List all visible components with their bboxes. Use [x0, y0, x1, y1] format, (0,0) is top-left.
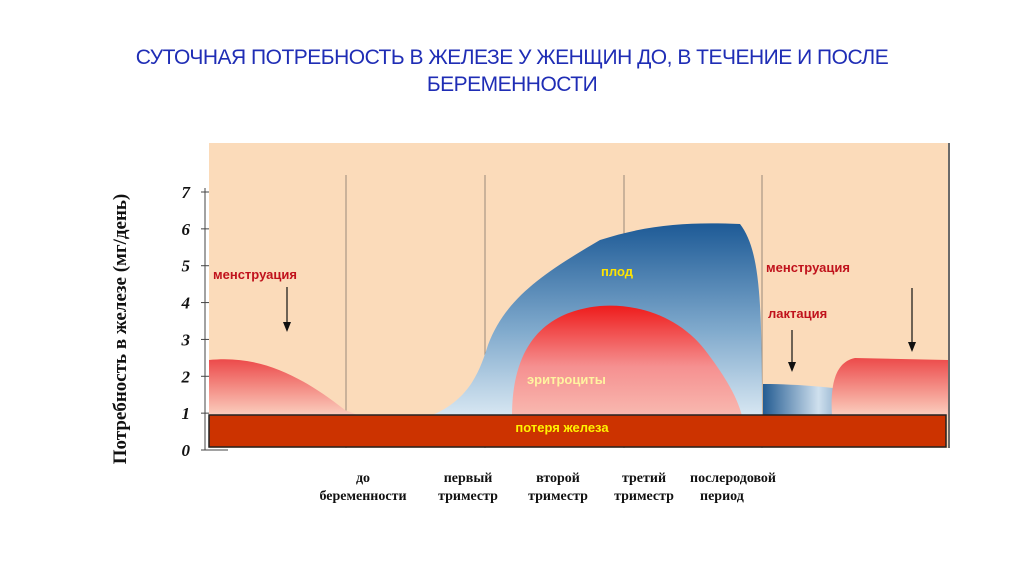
y-tick-label: 5 [182, 257, 191, 276]
y-axis: 0 1 2 3 4 5 6 7 [181, 183, 228, 460]
label-menstruation-after: менструация [766, 260, 850, 275]
y-tick-label: 4 [181, 294, 191, 313]
label-fetus: плод [601, 264, 634, 279]
band-iron-loss [208, 414, 947, 448]
y-tick-label: 1 [182, 404, 191, 423]
chart-title-line-1: СУТОЧНАЯ ПОТРЕБНОСТЬ В ЖЕЛЕЗЕ У ЖЕНЩИН Д… [135, 46, 889, 69]
x-category-line2: период [700, 489, 744, 504]
arrows [283, 287, 916, 372]
chart-title-line-2: БЕРЕМЕННОСТИ [426, 73, 598, 96]
chart-title: СУТОЧНАЯ ПОТРЕБНОСТЬ В ЖЕЛЕЗЕ У ЖЕНЩИН Д… [60, 44, 964, 98]
x-category-third-trimester: третий триместр [604, 470, 684, 506]
x-category-line1: второй [536, 471, 580, 486]
x-category-before-pregnancy: до беременности [311, 470, 415, 506]
x-category-line2: триместр [438, 489, 498, 504]
x-category-first-trimester: первый триместр [430, 470, 506, 506]
y-tick-label: 7 [182, 183, 192, 202]
label-menstruation-before: менструация [213, 267, 297, 282]
x-category-line2: триместр [614, 489, 674, 504]
y-tick-label: 3 [181, 330, 191, 349]
y-tick-label: 6 [182, 220, 191, 239]
label-iron-loss: потеря железа [515, 420, 609, 435]
x-category-line1: первый [443, 471, 493, 486]
arrow-down-lactation [788, 330, 796, 372]
y-tick-label: 0 [182, 441, 191, 460]
x-category-line1: до [355, 471, 371, 486]
label-erythrocytes: эритроциты [527, 372, 606, 387]
x-category-second-trimester: второй триместр [518, 470, 598, 506]
area-menstruation-before [209, 359, 360, 416]
area-erythrocytes [512, 305, 742, 416]
label-lactation: лактация [768, 306, 827, 321]
x-category-line1: третий [621, 471, 667, 486]
x-category-line1: послеродовой [690, 471, 776, 486]
area-menstruation-after [831, 358, 948, 416]
x-category-line2: триместр [528, 489, 588, 504]
y-tick-label: 2 [181, 367, 191, 386]
x-category-postpartum: послеродовой период [690, 470, 814, 506]
x-category-line2: беременности [319, 489, 407, 504]
arrow-down-menstruation-left [283, 287, 291, 332]
arrow-down-menstruation-right [908, 288, 916, 352]
